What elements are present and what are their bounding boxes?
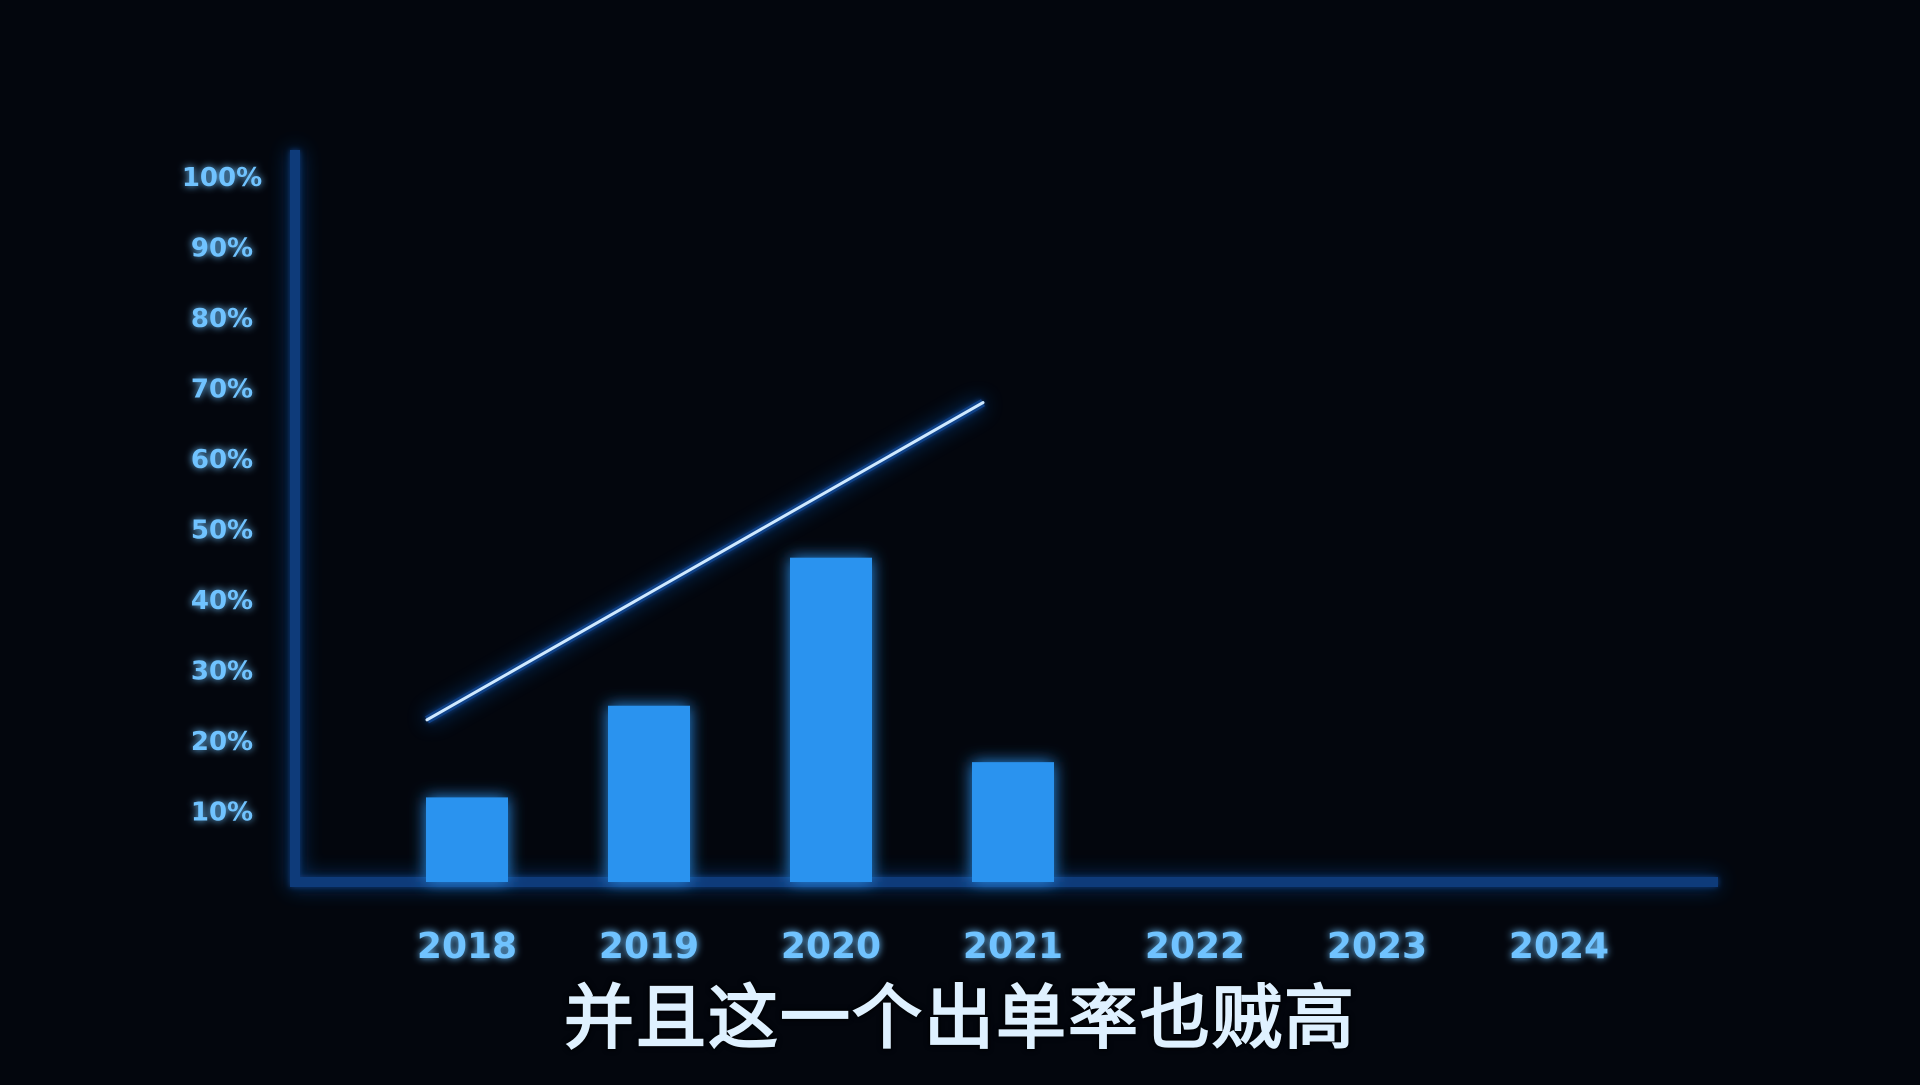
y-tick-label-90: 90% <box>191 234 253 264</box>
bar-2021 <box>972 762 1054 882</box>
y-tick-label-60: 60% <box>191 445 253 475</box>
bar-2020 <box>790 557 872 882</box>
x-tick-label-2020: 2020 <box>781 926 881 967</box>
y-tick-label-40: 40% <box>191 586 253 616</box>
y-tick-labels: 10% 20% 30% 40% 50% 60% 70% 80% 90% 100% <box>182 163 262 828</box>
x-tick-label-2024: 2024 <box>1509 926 1609 967</box>
y-tick-label-10: 10% <box>191 798 253 828</box>
bar-2019 <box>608 705 690 882</box>
bar-2018 <box>426 797 508 882</box>
trend-line <box>425 401 985 722</box>
x-tick-label-2022: 2022 <box>1145 926 1245 967</box>
x-tick-label-2019: 2019 <box>599 926 699 967</box>
y-tick-label-20: 20% <box>191 727 253 757</box>
subtitle-caption: 并且这一个出单率也贼高 <box>564 977 1356 1059</box>
x-tick-label-2023: 2023 <box>1327 926 1427 967</box>
y-tick-label-70: 70% <box>191 375 253 405</box>
y-tick-label-50: 50% <box>191 516 253 546</box>
trend-lines <box>425 399 985 724</box>
x-tick-labels: 2018 2019 2020 2021 2022 2023 2024 <box>417 926 1609 967</box>
y-tick-label-100: 100% <box>182 163 262 193</box>
bars <box>426 557 1054 882</box>
x-tick-label-2018: 2018 <box>417 926 517 967</box>
x-tick-label-2021: 2021 <box>963 926 1063 967</box>
y-tick-label-30: 30% <box>191 657 253 687</box>
y-tick-label-80: 80% <box>191 304 253 334</box>
